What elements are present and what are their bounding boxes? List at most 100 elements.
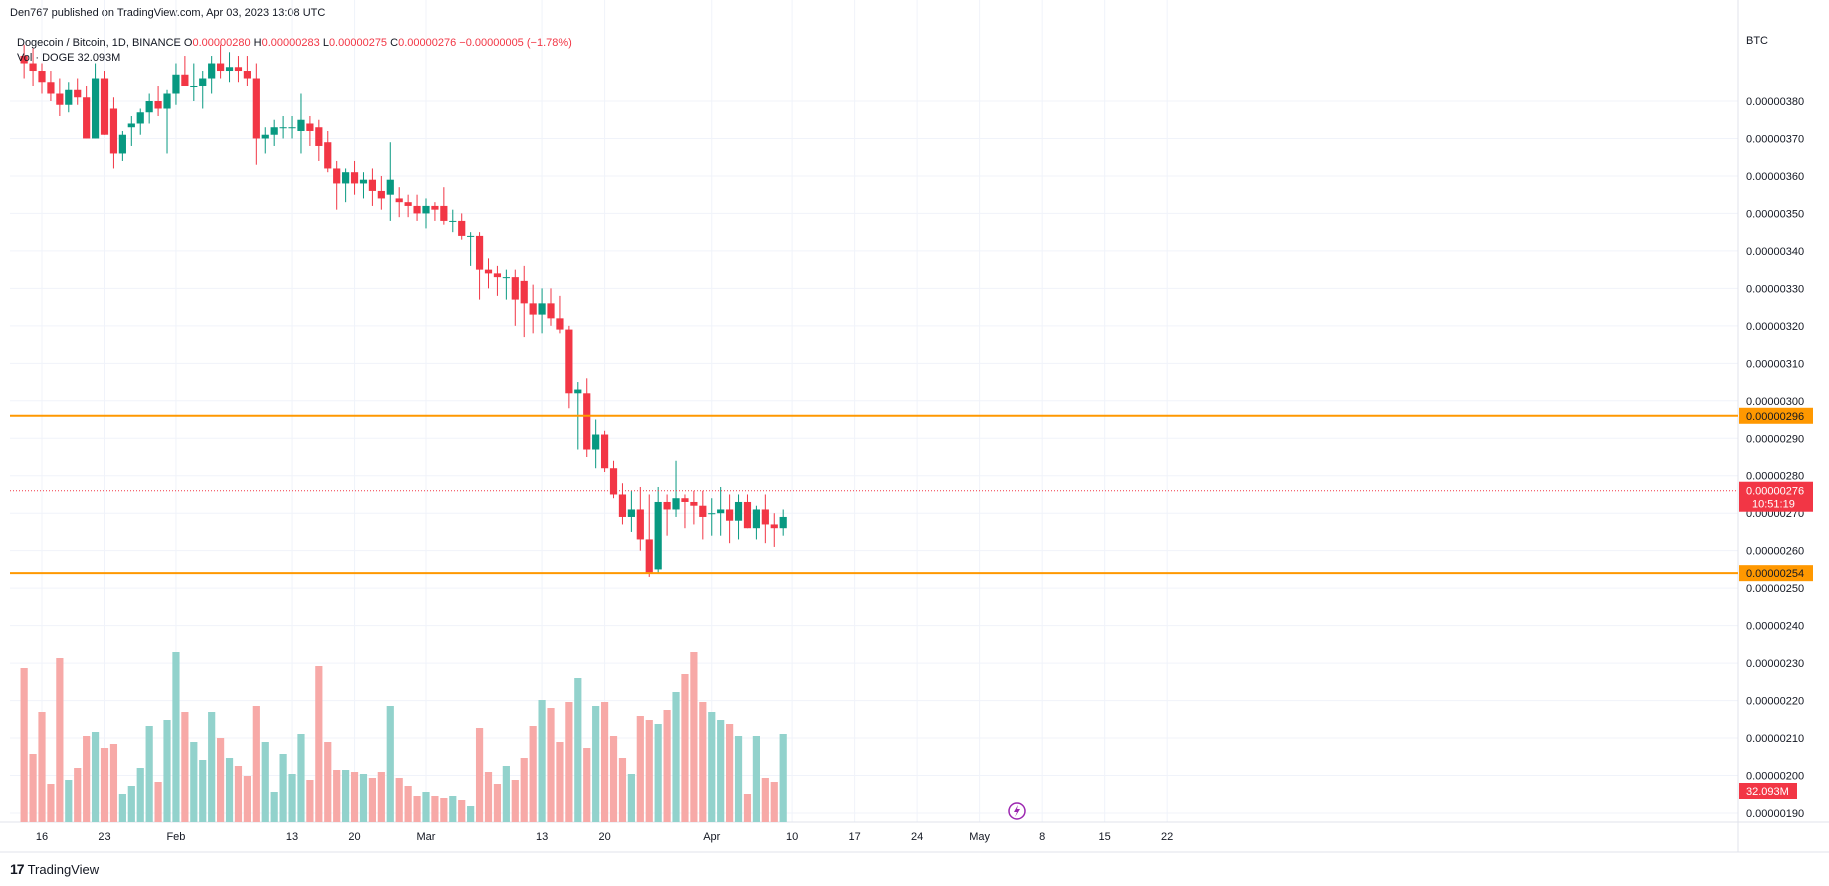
candle-body [475, 235, 484, 270]
time-tick-label: 10 [786, 831, 798, 843]
price-tick-label: 0.00000230 [1746, 658, 1804, 670]
volume-bar [672, 692, 680, 822]
level-tag [1739, 565, 1813, 582]
volume-bar [779, 734, 787, 822]
price-tick-label: 0.00000280 [1746, 471, 1804, 483]
time-tick-label: Mar [417, 831, 436, 843]
volume-bar [163, 720, 171, 822]
price-tick-label: 0.00000210 [1746, 733, 1804, 745]
candle-body [422, 205, 430, 214]
candle-body [529, 303, 537, 315]
open-label: O [183, 37, 193, 49]
volume-bar [467, 806, 475, 822]
candle-body [752, 509, 760, 529]
price-tick-label: 0.00000320 [1746, 321, 1804, 333]
volume-bar [145, 726, 153, 822]
candle-body [56, 93, 64, 105]
symbol-label: Dogecoin / Bitcoin, 1D, BINANCE [17, 37, 181, 49]
volume-bar [395, 778, 403, 822]
volume-bar [350, 772, 359, 822]
volume-bar [565, 702, 573, 822]
brand-label: TradingView [27, 861, 100, 877]
volume-bar [190, 742, 198, 822]
time-tick-label: 22 [1161, 831, 1173, 843]
time-tick-label: 24 [911, 831, 923, 843]
volume-bar [627, 774, 635, 822]
time-tick-label: Feb [166, 831, 185, 843]
volume-bar [413, 796, 421, 822]
high-label: H [253, 37, 262, 49]
volume-bar [342, 770, 350, 822]
low-value: 0.00000275 [328, 37, 388, 49]
tradingview-logo-icon: 17 [10, 861, 25, 877]
price-tick-label: 0.00000300 [1746, 396, 1804, 408]
volume-bar [752, 736, 760, 822]
candle-body [270, 127, 278, 135]
volume-bar [181, 712, 189, 822]
volume-bar [609, 736, 618, 822]
time-tick-label: 13 [536, 831, 548, 843]
candle-body [350, 172, 359, 184]
volume-bar [118, 794, 126, 822]
candle-body [74, 89, 82, 98]
candle-body [154, 101, 162, 109]
candle-body [225, 67, 234, 72]
volume-bar [583, 748, 591, 822]
volume-bar [47, 784, 55, 822]
price-tick-label: 0.00000200 [1746, 771, 1804, 783]
time-tick-label: 8 [1039, 831, 1045, 843]
candle-body [395, 198, 403, 203]
candle-body [172, 74, 180, 94]
volume-bar [234, 766, 243, 822]
candle-body [136, 112, 144, 124]
candle-body [565, 329, 573, 394]
candle-body [47, 82, 55, 94]
candle-body [208, 63, 216, 79]
volume-bar [770, 782, 778, 822]
lightning-icon [1014, 805, 1020, 817]
candle-body [83, 97, 91, 139]
volume-bar [574, 678, 582, 822]
candle-body [734, 501, 743, 521]
candle-body [243, 71, 251, 79]
price-tick-label: 0.00000340 [1746, 246, 1804, 258]
candle-body [520, 280, 528, 304]
candle-body [726, 509, 734, 521]
time-tick-label: 16 [36, 831, 48, 843]
volume-label: Vol · DOGE [17, 52, 75, 64]
time-tick-label: May [969, 831, 990, 843]
candle-body [199, 78, 207, 87]
volume-bar [493, 784, 502, 822]
volume-bar [127, 786, 135, 822]
candle-body [386, 179, 394, 195]
candle-body [493, 273, 502, 278]
candle-body [663, 501, 671, 510]
candle-body [261, 134, 269, 139]
horizontal-levels [10, 414, 1738, 575]
candle-body [145, 101, 153, 113]
volume-bar [538, 700, 546, 822]
price-tick-label: 0.00000310 [1746, 358, 1804, 370]
volume-bar [252, 706, 260, 822]
candle-body [38, 71, 46, 83]
candle-body [743, 501, 752, 529]
volume-bar [306, 780, 314, 822]
price-tick-label: 0.00000240 [1746, 621, 1804, 633]
publisher-caption: Den767 published on TradingView.com, Apr… [10, 7, 326, 19]
candle-body [761, 509, 769, 525]
last-price-label: 0.00000276 [1746, 486, 1804, 498]
volume-bar [440, 798, 448, 822]
candle-body [779, 516, 787, 529]
candle-body [29, 63, 37, 72]
candle-body [717, 509, 725, 514]
candle-body [699, 505, 707, 517]
candle-body [690, 501, 698, 506]
volume-bar [38, 712, 46, 822]
candle-body [449, 220, 457, 222]
candle-body [547, 303, 555, 319]
volume-bar [734, 736, 743, 822]
volume-bar [726, 724, 734, 822]
volume-bar [359, 774, 368, 822]
volume-bar [547, 708, 555, 822]
